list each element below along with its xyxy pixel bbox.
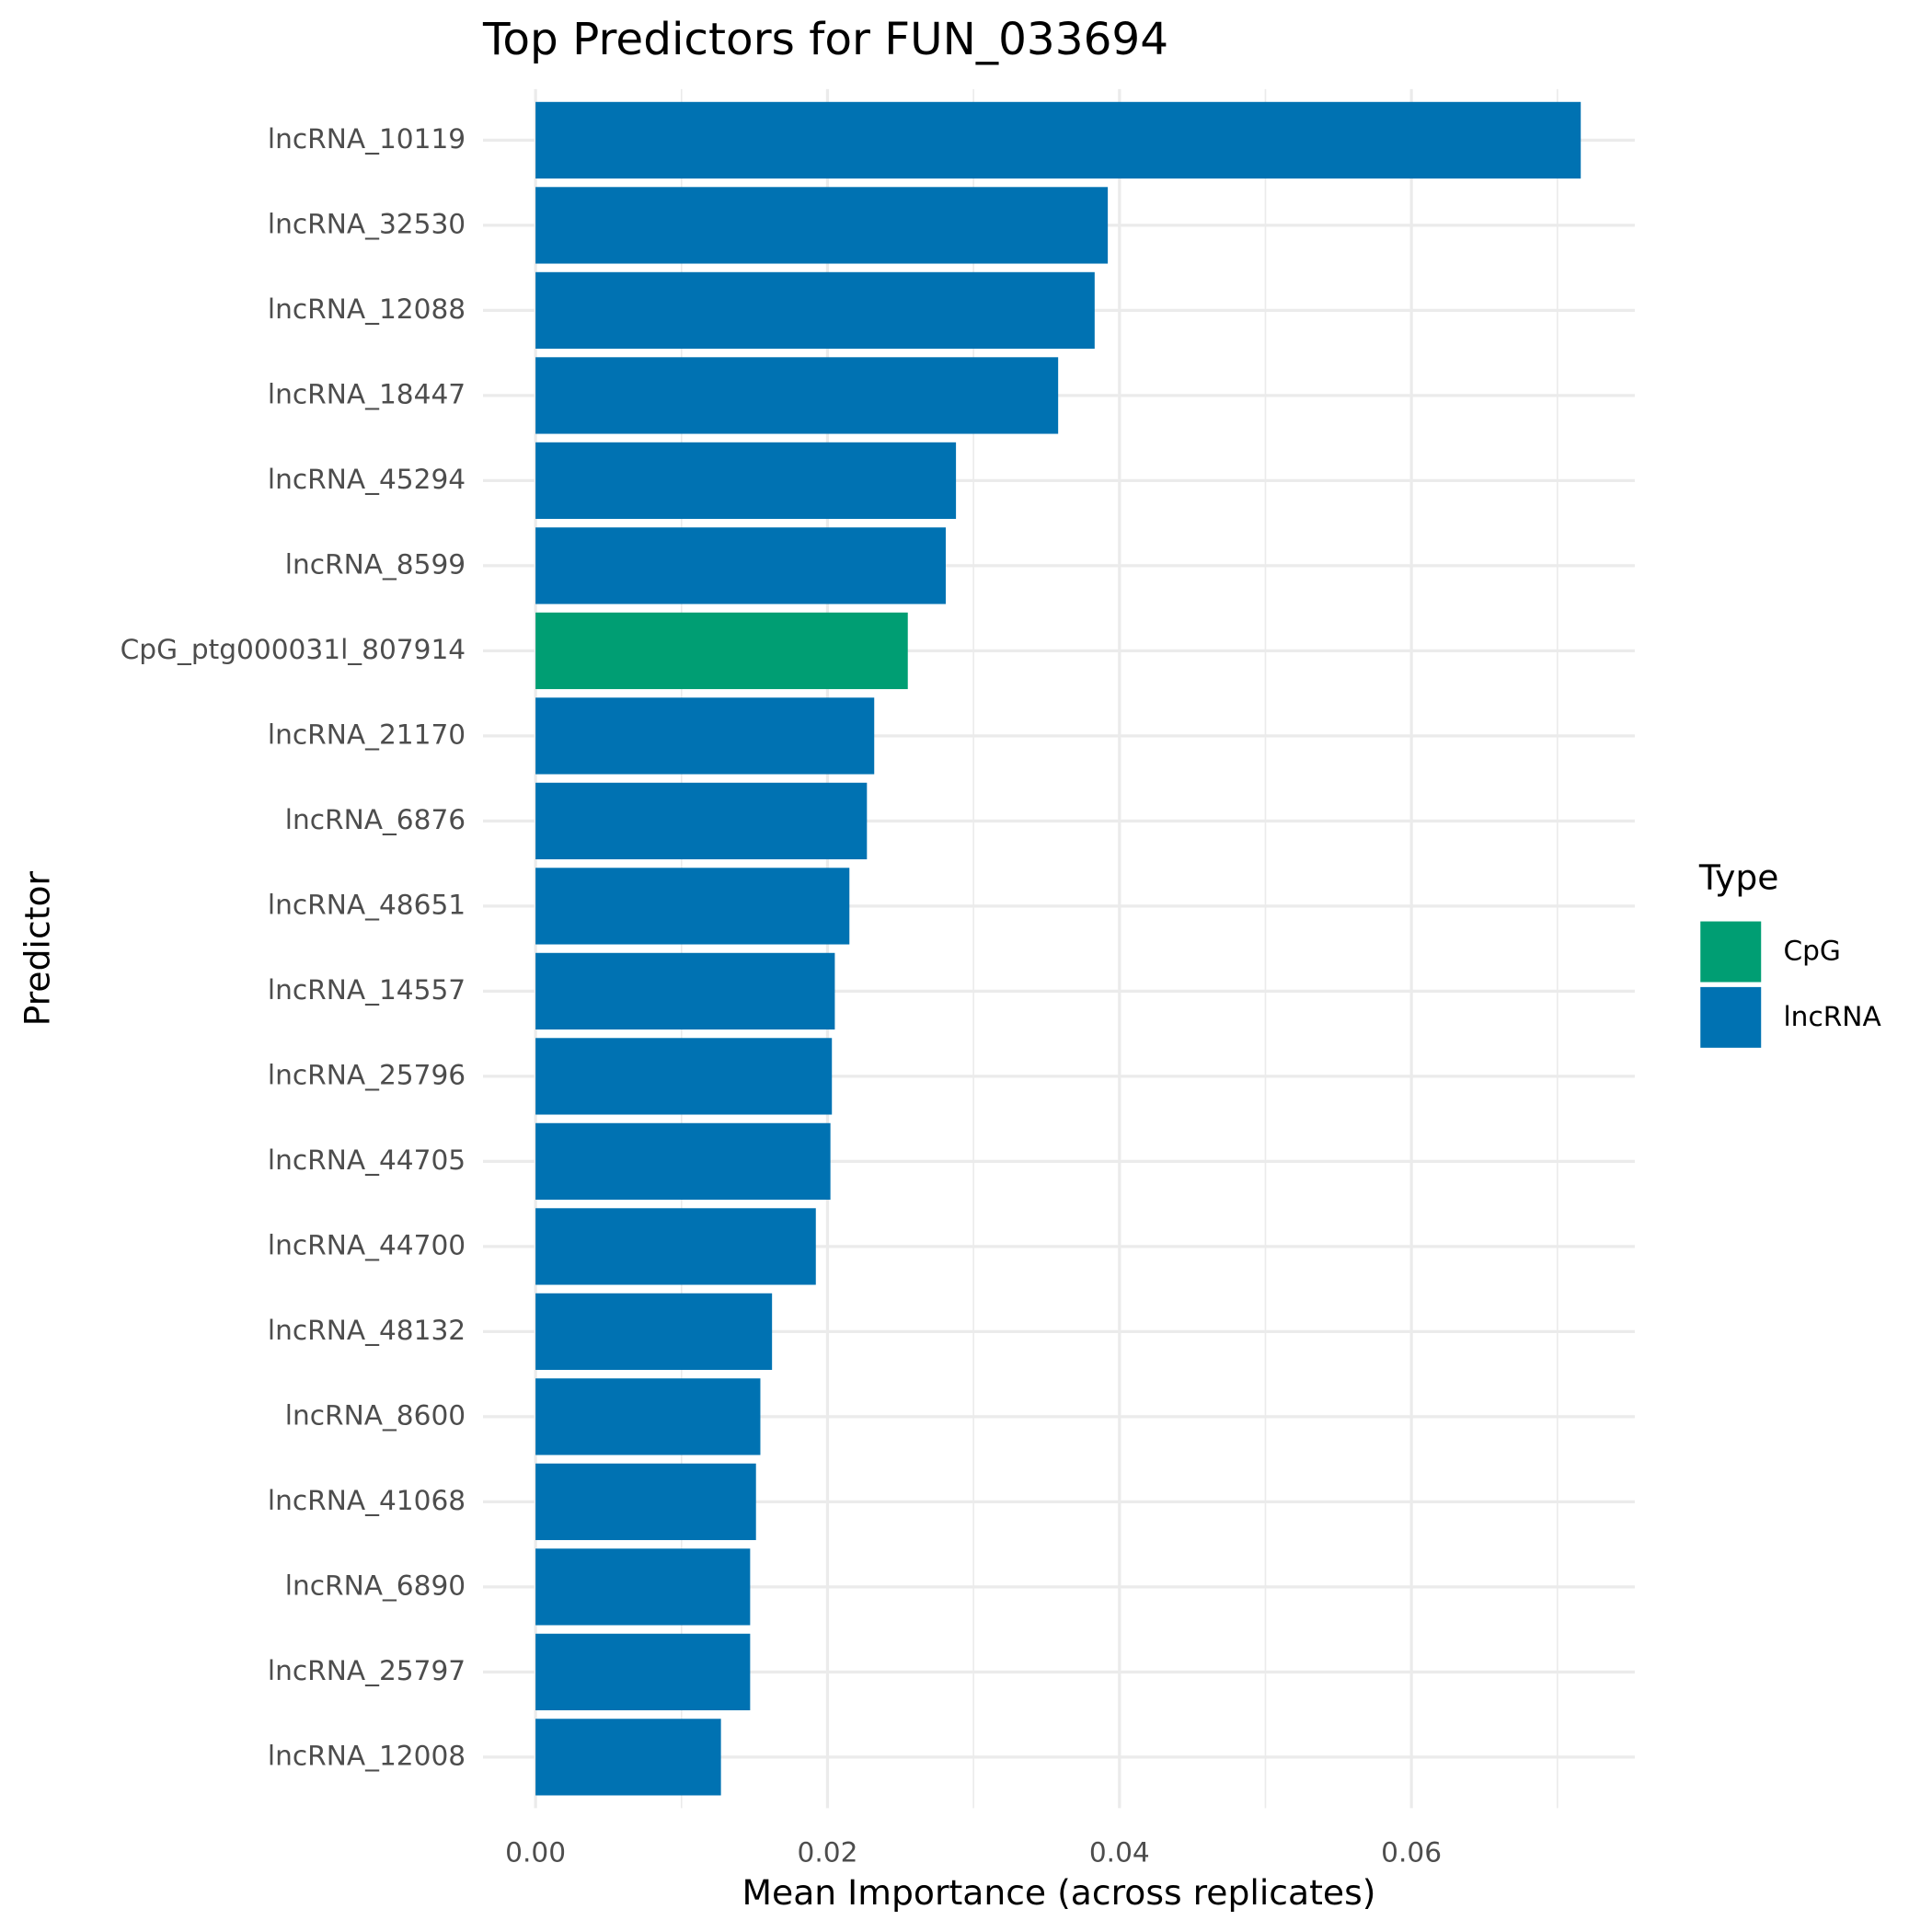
y-tick-label: lncRNA_12088 bbox=[268, 293, 466, 325]
y-tick-label: lncRNA_14557 bbox=[268, 974, 466, 1006]
bar bbox=[535, 442, 957, 520]
bar bbox=[535, 527, 946, 604]
legend-label: lncRNA bbox=[1783, 1001, 1881, 1032]
bar bbox=[535, 1378, 761, 1455]
y-tick-label: lncRNA_45294 bbox=[268, 464, 466, 495]
y-tick-label: lncRNA_48651 bbox=[268, 889, 466, 920]
legend-key bbox=[1700, 986, 1762, 1048]
y-tick-label: lncRNA_25796 bbox=[268, 1059, 466, 1090]
y-tick-label: lncRNA_12008 bbox=[268, 1740, 466, 1771]
y-tick-label: lncRNA_21170 bbox=[268, 719, 466, 750]
y-tick-label: lncRNA_6876 bbox=[285, 804, 466, 835]
y-tick-label: lncRNA_48132 bbox=[268, 1315, 466, 1346]
bar bbox=[535, 612, 908, 690]
bar bbox=[535, 1633, 751, 1711]
y-tick-label: lncRNA_41068 bbox=[268, 1485, 466, 1516]
legend-title: Type bbox=[1698, 857, 1779, 897]
bar bbox=[535, 697, 875, 775]
bar bbox=[535, 1038, 833, 1115]
y-tick-label: lncRNA_8600 bbox=[285, 1399, 466, 1431]
bar bbox=[535, 1122, 831, 1201]
bar bbox=[535, 952, 835, 1030]
bar bbox=[535, 782, 868, 860]
bar bbox=[535, 868, 850, 945]
bar bbox=[535, 1548, 751, 1626]
bar bbox=[535, 1208, 816, 1285]
y-tick-label: lncRNA_25797 bbox=[268, 1655, 466, 1686]
x-axis-title: Mean Importance (across replicates) bbox=[742, 1872, 1375, 1913]
x-tick-label: 0.00 bbox=[505, 1837, 566, 1869]
y-tick-label: CpG_ptg000031l_807914 bbox=[121, 634, 466, 665]
y-tick-label: lncRNA_8599 bbox=[285, 548, 466, 580]
legend-key bbox=[1700, 921, 1762, 983]
y-tick-label: lncRNA_6890 bbox=[285, 1570, 466, 1601]
bar bbox=[535, 101, 1581, 179]
y-tick-label: lncRNA_44700 bbox=[268, 1229, 466, 1260]
x-tick-label: 0.06 bbox=[1381, 1837, 1442, 1869]
bar bbox=[535, 357, 1059, 434]
y-axis-title: Predictor bbox=[17, 870, 58, 1026]
y-tick-label: lncRNA_18447 bbox=[268, 378, 466, 409]
bar bbox=[535, 187, 1109, 264]
chart-title: Top Predictors for FUN_033694 bbox=[482, 14, 1168, 65]
bar bbox=[535, 1719, 721, 1796]
bar bbox=[535, 271, 1095, 350]
bars bbox=[535, 101, 1581, 1796]
bar bbox=[535, 1293, 773, 1371]
bar bbox=[535, 1463, 756, 1541]
y-tick-label: lncRNA_10119 bbox=[268, 123, 466, 155]
x-tick-label: 0.02 bbox=[797, 1837, 857, 1869]
legend-label: CpG bbox=[1783, 936, 1840, 967]
y-tick-label: lncRNA_44705 bbox=[268, 1144, 466, 1176]
y-tick-label: lncRNA_32530 bbox=[268, 208, 466, 239]
x-tick-label: 0.04 bbox=[1089, 1837, 1150, 1869]
